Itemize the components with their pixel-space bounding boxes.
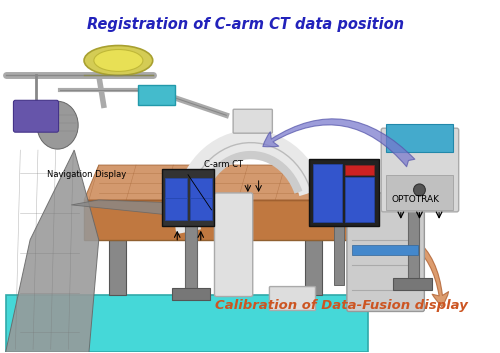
- Text: Registration of C-arm CT data position: Registration of C-arm CT data position: [88, 17, 405, 31]
- FancyBboxPatch shape: [381, 128, 458, 212]
- FancyBboxPatch shape: [334, 225, 344, 285]
- Polygon shape: [84, 165, 349, 200]
- FancyBboxPatch shape: [162, 169, 214, 226]
- FancyBboxPatch shape: [312, 164, 342, 222]
- Ellipse shape: [37, 101, 78, 149]
- FancyArrowPatch shape: [263, 119, 415, 167]
- Ellipse shape: [84, 46, 152, 76]
- FancyBboxPatch shape: [308, 159, 380, 226]
- Circle shape: [414, 184, 426, 196]
- FancyBboxPatch shape: [190, 178, 212, 198]
- FancyBboxPatch shape: [270, 287, 316, 311]
- Polygon shape: [6, 294, 368, 352]
- FancyArrowPatch shape: [352, 219, 448, 307]
- Text: C-arm CT: C-arm CT: [204, 160, 243, 169]
- FancyBboxPatch shape: [166, 178, 187, 198]
- FancyBboxPatch shape: [172, 288, 210, 299]
- FancyBboxPatch shape: [185, 205, 197, 294]
- FancyBboxPatch shape: [386, 175, 453, 210]
- FancyBboxPatch shape: [345, 177, 374, 222]
- FancyBboxPatch shape: [408, 205, 420, 280]
- FancyBboxPatch shape: [166, 197, 187, 220]
- FancyBboxPatch shape: [386, 124, 453, 152]
- Polygon shape: [84, 200, 363, 240]
- FancyBboxPatch shape: [345, 165, 374, 175]
- FancyBboxPatch shape: [190, 197, 212, 220]
- Polygon shape: [6, 150, 99, 352]
- FancyBboxPatch shape: [393, 277, 432, 289]
- Text: OPTOTRAK: OPTOTRAK: [391, 195, 439, 204]
- Text: Calibration of Data-Fusion display: Calibration of Data-Fusion display: [215, 299, 468, 312]
- FancyBboxPatch shape: [108, 240, 126, 294]
- FancyBboxPatch shape: [233, 109, 272, 133]
- Ellipse shape: [94, 49, 143, 71]
- FancyBboxPatch shape: [138, 85, 175, 105]
- FancyBboxPatch shape: [352, 245, 418, 255]
- Polygon shape: [72, 200, 227, 220]
- FancyBboxPatch shape: [304, 240, 322, 294]
- FancyBboxPatch shape: [347, 193, 424, 311]
- FancyBboxPatch shape: [214, 193, 252, 297]
- FancyBboxPatch shape: [14, 100, 59, 132]
- Text: Navigation Display: Navigation Display: [47, 170, 126, 179]
